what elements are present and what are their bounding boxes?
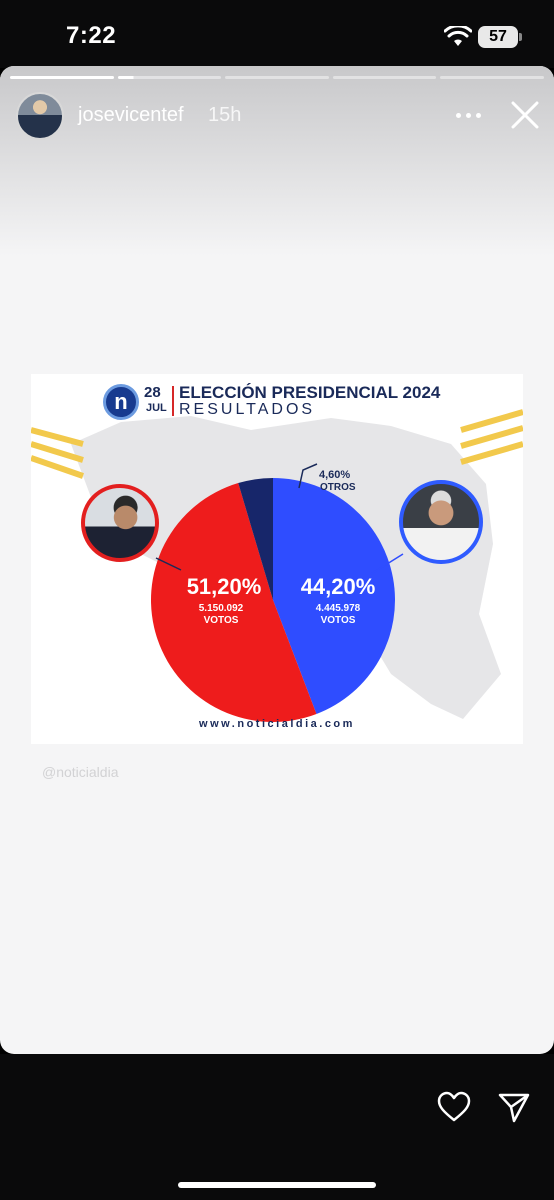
status-bar: 7:22 57 — [0, 0, 554, 68]
red-votes-label: 5.150.092 — [199, 603, 244, 614]
election-pie-chart: 51,20% 5.150.092 VOTOS 44,20% 4.445.978 … — [31, 409, 523, 722]
progress-segment — [10, 76, 114, 79]
progress-segment — [440, 76, 544, 79]
red-percent-label: 51,20% — [187, 574, 262, 599]
blue-unit-label: VOTOS — [321, 615, 356, 626]
progress-segment — [332, 76, 437, 79]
candidate-photo-left — [81, 484, 159, 562]
flag-stripes-left — [31, 427, 84, 479]
others-percent-label: 4,60% — [319, 469, 350, 481]
left-connector-line — [155, 557, 182, 571]
candidate-photo-right — [399, 480, 483, 564]
right-connector-line — [370, 553, 404, 575]
progress-segment — [225, 76, 329, 79]
story-header-shade — [0, 66, 554, 256]
story-action-bar — [0, 1054, 554, 1200]
home-indicator — [178, 1182, 376, 1188]
flag-stripes-right — [460, 409, 523, 465]
send-icon[interactable] — [496, 1090, 532, 1124]
battery-indicator: 57 — [478, 26, 518, 48]
story-progress — [10, 76, 544, 79]
status-time: 7:22 — [66, 22, 117, 49]
progress-segment-current — [117, 76, 222, 79]
story-username[interactable]: josevicentef — [78, 104, 184, 126]
others-unit-label: OTROS — [320, 482, 356, 493]
close-icon[interactable] — [508, 98, 542, 132]
wifi-icon — [444, 26, 472, 46]
story-timestamp: 15h — [208, 104, 242, 126]
others-connector-line — [298, 463, 318, 489]
battery-cap — [519, 33, 522, 41]
election-results-image: 51,20% 5.150.092 VOTOS 44,20% 4.445.978 … — [31, 374, 523, 744]
date-month: JUL — [146, 402, 167, 414]
more-icon[interactable] — [456, 104, 484, 126]
story-viewer[interactable]: josevicentef 15h 51,20% 5.150.092 VOTOS … — [0, 66, 554, 1054]
card-subheadline: RESULTADOS — [179, 401, 316, 418]
blue-percent-label: 44,20% — [301, 574, 376, 599]
noticia-al-dia-logo: n — [103, 384, 139, 420]
red-unit-label: VOTOS — [204, 615, 239, 626]
date-divider — [172, 386, 174, 416]
pie-slice-red — [150, 483, 317, 722]
avatar[interactable] — [16, 92, 64, 140]
card-headline: ELECCIÓN PRESIDENCIAL 2024 — [179, 383, 441, 402]
pie-slice-others — [238, 478, 273, 600]
heart-icon[interactable] — [436, 1090, 472, 1124]
pie-slice-blue — [273, 478, 395, 714]
source-handle: @noticialdia — [42, 764, 119, 780]
blue-votes-label: 4.445.978 — [316, 603, 361, 614]
date-day: 28 — [144, 384, 161, 401]
source-website: www.noticialdia.com — [199, 718, 355, 730]
